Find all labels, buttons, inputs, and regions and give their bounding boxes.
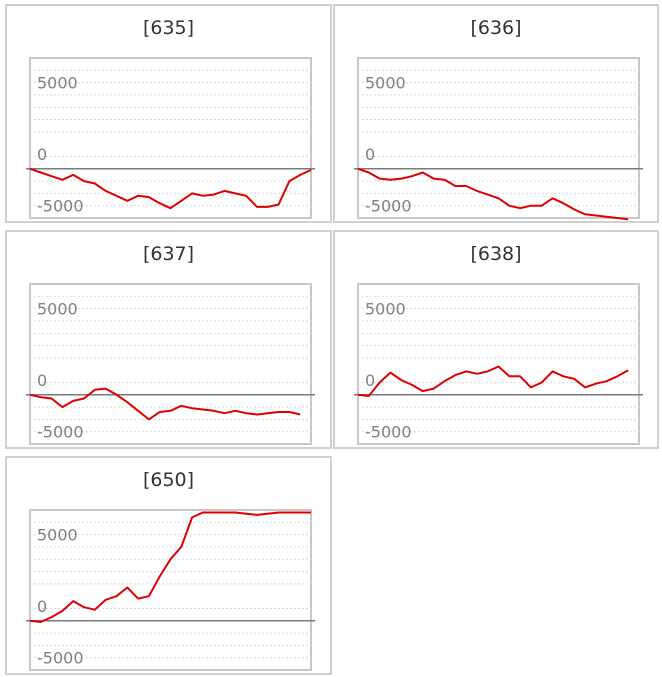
- y-tick-label: 0: [365, 371, 375, 390]
- y-tick-label: 0: [365, 145, 375, 164]
- y-tick-label: -5000: [37, 423, 84, 442]
- chart-panel-636: [636] 5000 0 -5000: [333, 4, 659, 223]
- chart-title: [636]: [470, 17, 522, 39]
- y-tick-label: 0: [37, 145, 47, 164]
- chart-title: [650]: [142, 469, 195, 491]
- y-tick-label: 0: [37, 371, 47, 390]
- series-line-0: [357, 365, 629, 397]
- line-chart: 5000 0 -5000: [26, 509, 315, 671]
- series-line-0: [29, 167, 312, 210]
- y-tick-label: 5000: [37, 526, 78, 545]
- chart-panel-650: [650] 5000 0 -5000: [5, 456, 332, 675]
- line-chart: 5000 0 -5000: [26, 283, 315, 445]
- line-chart: 5000 0 -5000: [354, 283, 643, 445]
- series-line-0: [357, 167, 629, 221]
- plot-area: [29, 509, 312, 671]
- y-tick-label: 0: [37, 597, 47, 616]
- chart-title: [638]: [470, 243, 522, 265]
- plot-area: [29, 57, 312, 219]
- y-tick-label: 5000: [37, 300, 78, 319]
- chart-title: [637]: [142, 243, 195, 265]
- y-tick-label: -5000: [365, 423, 412, 442]
- series-line-0: [29, 511, 311, 623]
- chart-panel-635: [635] 5000 0 -5000: [5, 4, 332, 223]
- chart-panel-638: [638] 5000 0 -5000: [333, 230, 659, 449]
- y-tick-label: -5000: [37, 197, 84, 216]
- plot-area: [29, 283, 312, 445]
- y-tick-label: 5000: [37, 74, 78, 93]
- line-chart: 5000 0 -5000: [26, 57, 315, 219]
- y-tick-label: -5000: [37, 649, 84, 668]
- series-line-0: [29, 387, 301, 421]
- plot-area: [357, 57, 640, 219]
- chart-panel-637: [637] 5000 0 -5000: [5, 230, 332, 449]
- line-chart: 5000 0 -5000: [354, 57, 643, 221]
- plot-area: [357, 283, 640, 445]
- chart-title: [635]: [142, 17, 195, 39]
- y-tick-label: 5000: [365, 74, 406, 93]
- y-tick-label: 5000: [365, 300, 406, 319]
- y-tick-label: -5000: [365, 197, 412, 216]
